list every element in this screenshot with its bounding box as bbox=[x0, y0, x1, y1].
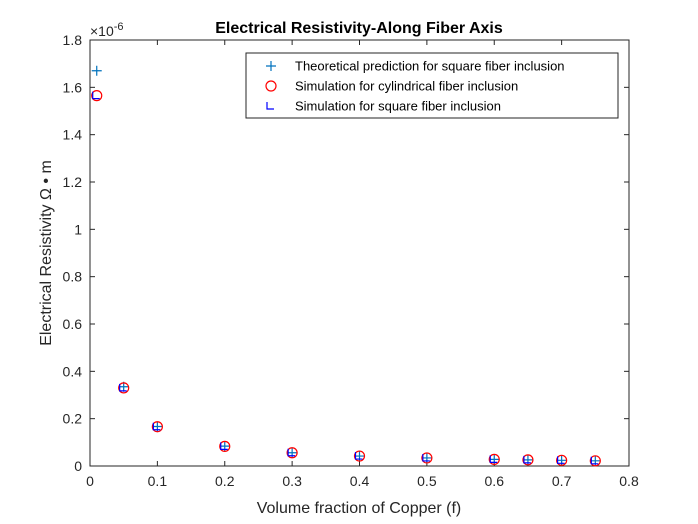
x-axis-ticks: 0 0.1 0.2 0.3 0.4 0.5 0.6 0.7 0.8 bbox=[86, 40, 639, 489]
legend-label: Theoretical prediction for square fiber … bbox=[295, 59, 565, 74]
data-point-circle bbox=[151, 421, 163, 433]
data-point-circle bbox=[286, 447, 298, 459]
x-tick-label: 0.6 bbox=[485, 473, 505, 489]
y-exponent-base: ×10 bbox=[90, 23, 114, 39]
x-tick-label: 0.7 bbox=[552, 473, 572, 489]
data-point-corner bbox=[422, 453, 430, 462]
x-tick-label: 0 bbox=[86, 473, 94, 489]
data-point-circle bbox=[353, 450, 366, 462]
data-point-corner bbox=[489, 455, 498, 463]
data-point-corner bbox=[287, 448, 296, 457]
data-point-corner bbox=[590, 456, 599, 465]
data-point-corner bbox=[152, 422, 161, 431]
y-tick-label: 0.6 bbox=[63, 316, 83, 332]
data-point-corner bbox=[119, 383, 127, 392]
x-tick-label: 0.5 bbox=[417, 473, 437, 489]
data-point-circle bbox=[589, 455, 601, 467]
data-point-plus bbox=[91, 65, 102, 76]
data-point-corner bbox=[354, 452, 363, 460]
y-exponent-label: ×10-6 bbox=[90, 21, 124, 39]
y-tick-label: 1.6 bbox=[63, 79, 83, 95]
legend-marker-plus bbox=[266, 61, 276, 71]
legend-marker-corner bbox=[266, 102, 274, 110]
legend-box bbox=[245, 52, 619, 119]
y-axis-ticks: 0 0.2 0.4 0.6 0.8 1 1.2 1.4 1.6 1.8 bbox=[63, 32, 629, 474]
data-point-circle bbox=[488, 453, 500, 465]
data-point-circle bbox=[556, 454, 568, 466]
legend-marker-circle bbox=[265, 80, 277, 92]
y-tick-label: 0.2 bbox=[63, 411, 83, 427]
data-point-circle bbox=[118, 382, 130, 394]
legend-label: Simulation for square fiber inclusion bbox=[295, 99, 501, 114]
data-point-corner bbox=[557, 456, 565, 464]
data-point-circle bbox=[421, 452, 433, 464]
x-tick-label: 0.3 bbox=[282, 473, 302, 489]
series-layer bbox=[91, 65, 601, 467]
y-exponent-power: -6 bbox=[114, 21, 124, 33]
x-tick-label: 0.8 bbox=[619, 473, 639, 489]
data-point-corner bbox=[523, 455, 531, 464]
data-point-corner bbox=[220, 442, 228, 450]
x-tick-label: 0.1 bbox=[148, 473, 168, 489]
data-point-circle bbox=[522, 454, 534, 466]
y-tick-label: 0 bbox=[74, 458, 82, 474]
y-tick-label: 1.4 bbox=[63, 127, 83, 143]
y-tick-label: 1.2 bbox=[63, 174, 83, 190]
data-point-circle bbox=[91, 90, 103, 102]
x-axis-label: Volume fraction of Copper (f) bbox=[257, 500, 462, 517]
x-tick-label: 0.4 bbox=[350, 473, 370, 489]
series-3 bbox=[92, 91, 599, 465]
legend-label: Simulation for cylindrical fiber inclusi… bbox=[295, 79, 518, 94]
y-tick-label: 0.8 bbox=[63, 269, 83, 285]
legend: Theoretical prediction for square fiber … bbox=[245, 52, 619, 119]
data-point-corner bbox=[92, 91, 100, 100]
chart-title: Electrical Resistivity-Along Fiber Axis bbox=[215, 20, 503, 37]
y-axis-label: Electrical Resistivity Ω • m bbox=[38, 160, 55, 346]
y-tick-label: 0.4 bbox=[63, 363, 83, 379]
y-tick-label: 1.8 bbox=[63, 32, 83, 48]
data-point-circle bbox=[219, 440, 231, 452]
y-tick-label: 1 bbox=[74, 221, 82, 237]
x-tick-label: 0.2 bbox=[215, 473, 235, 489]
series-2 bbox=[91, 90, 601, 467]
